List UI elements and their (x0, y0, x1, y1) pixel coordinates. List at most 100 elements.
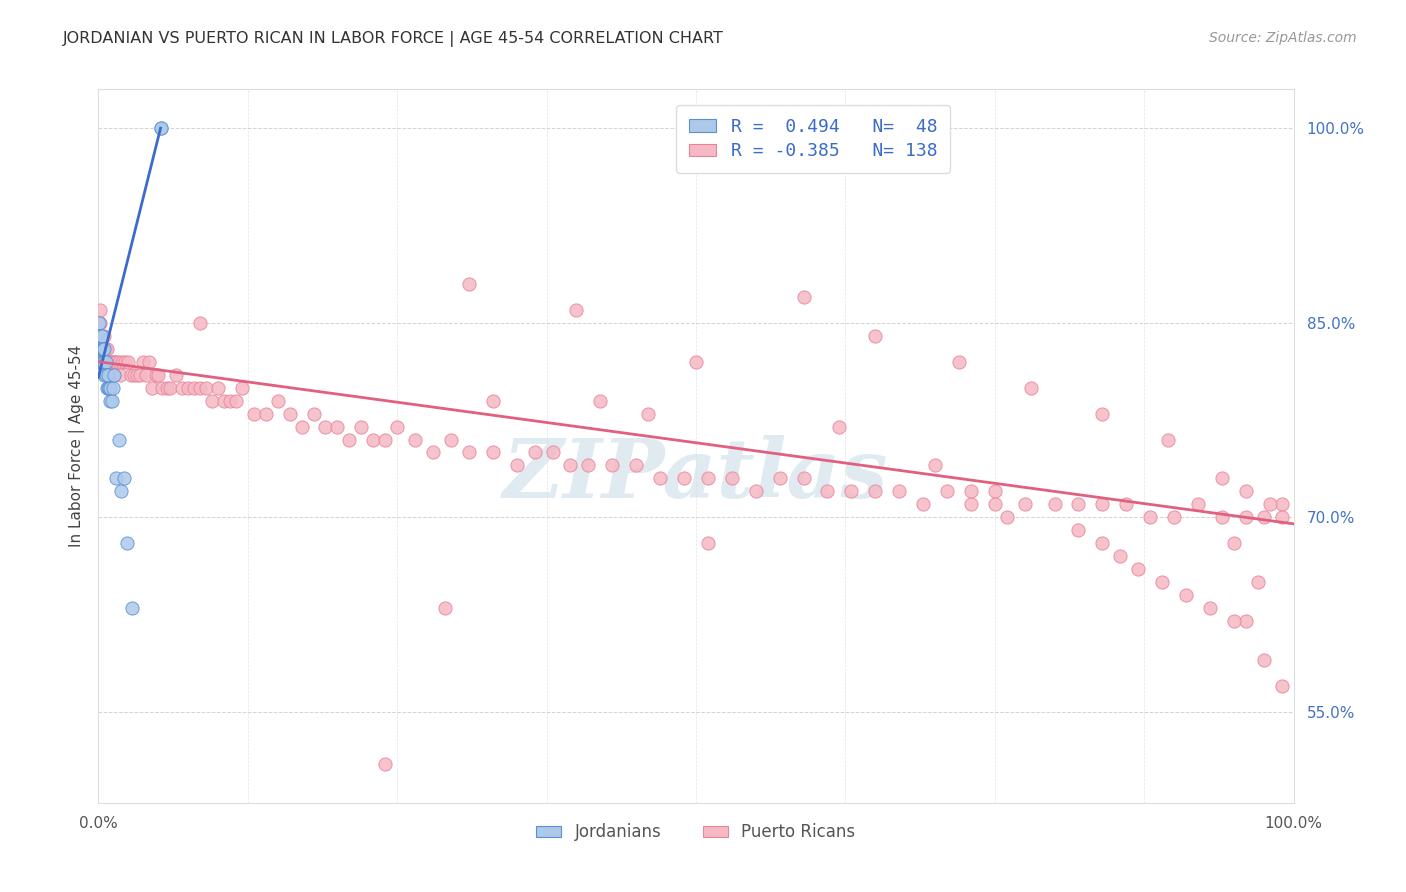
Point (481, 445, 505, 459)
Point (89, 342, 111, 356)
Point (828, 419, 851, 434)
Point (1199, 601, 1222, 615)
Point (145, 368, 167, 382)
Point (91, 328, 114, 343)
Point (936, 484, 959, 499)
Point (404, 433, 426, 447)
Point (1253, 653, 1275, 667)
Point (90, 342, 112, 356)
Point (112, 471, 135, 485)
Point (911, 497, 934, 511)
Point (960, 497, 983, 511)
Point (1157, 433, 1180, 447)
Point (1271, 679, 1294, 693)
Point (523, 445, 546, 459)
Point (841, 484, 863, 499)
Point (115, 536, 138, 550)
Point (114, 354, 136, 368)
Point (98, 354, 121, 368)
Point (865, 484, 887, 499)
Point (89, 316, 111, 330)
Point (188, 381, 211, 395)
Point (94, 342, 117, 356)
Point (101, 381, 124, 395)
Point (90, 328, 112, 343)
Point (267, 393, 290, 408)
Point (560, 458, 582, 473)
Point (97, 381, 120, 395)
Point (89, 328, 111, 343)
Y-axis label: In Labor Force | Age 45-54: In Labor Force | Age 45-54 (69, 345, 84, 547)
Point (793, 290, 815, 304)
Point (1128, 562, 1150, 576)
Point (231, 381, 253, 395)
Point (948, 354, 970, 368)
Point (1187, 497, 1209, 511)
Point (141, 381, 163, 395)
Point (506, 458, 529, 473)
Point (94, 368, 117, 382)
Point (98, 381, 122, 395)
Point (148, 368, 170, 382)
Point (110, 484, 132, 499)
Point (1109, 549, 1132, 564)
Point (225, 393, 247, 408)
Point (131, 354, 153, 368)
Point (1139, 510, 1161, 524)
Point (91, 342, 114, 356)
Point (984, 484, 1007, 499)
Point (195, 381, 218, 395)
Point (1115, 497, 1137, 511)
Point (602, 458, 624, 473)
Point (1211, 471, 1233, 485)
Point (93, 368, 115, 382)
Point (745, 484, 768, 499)
Point (96, 342, 118, 356)
Point (150, 381, 173, 395)
Point (155, 381, 177, 395)
Point (201, 393, 224, 408)
Point (793, 471, 815, 485)
Point (254, 407, 277, 421)
Point (98, 354, 122, 368)
Point (995, 510, 1018, 524)
Point (207, 381, 229, 395)
Point (89, 342, 111, 356)
Point (458, 277, 481, 291)
Point (960, 484, 983, 499)
Point (339, 433, 361, 447)
Point (374, 433, 396, 447)
Point (98, 393, 122, 408)
Point (90, 354, 112, 368)
Point (673, 471, 696, 485)
Point (101, 368, 124, 382)
Point (165, 368, 187, 382)
Point (889, 484, 911, 499)
Point (103, 354, 125, 368)
Point (103, 368, 125, 382)
Point (125, 368, 148, 382)
Point (374, 756, 396, 771)
Point (1271, 510, 1294, 524)
Point (1271, 497, 1294, 511)
Point (89, 342, 111, 356)
Point (626, 458, 648, 473)
Point (302, 407, 325, 421)
Point (219, 393, 242, 408)
Text: JORDANIAN VS PUERTO RICAN IN LABOR FORCE | AGE 45-54 CORRELATION CHART: JORDANIAN VS PUERTO RICAN IN LABOR FORCE… (63, 31, 724, 47)
Point (385, 419, 409, 434)
Point (1043, 497, 1066, 511)
Point (697, 471, 720, 485)
Point (363, 433, 385, 447)
Point (172, 381, 194, 395)
Point (117, 354, 139, 368)
Point (149, 121, 172, 136)
Point (90, 328, 112, 343)
Point (422, 445, 444, 459)
Point (89, 342, 111, 356)
Point (1067, 524, 1090, 538)
Point (135, 368, 157, 382)
Point (87, 328, 110, 343)
Point (1223, 536, 1246, 550)
Point (93, 328, 115, 343)
